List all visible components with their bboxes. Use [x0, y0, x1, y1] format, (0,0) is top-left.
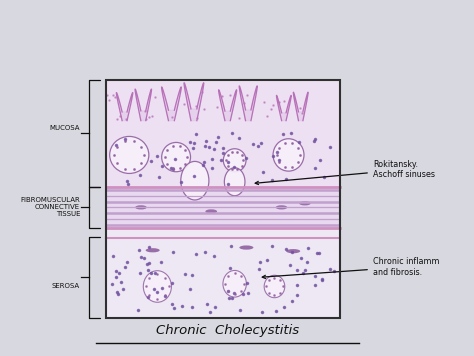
Ellipse shape — [146, 248, 160, 252]
Ellipse shape — [264, 275, 285, 298]
Text: SEROSA: SEROSA — [52, 283, 80, 289]
Bar — [106, 80, 340, 187]
Text: MUCOSA: MUCOSA — [50, 125, 80, 131]
Ellipse shape — [224, 168, 245, 196]
Polygon shape — [117, 93, 133, 121]
Text: Rokitansky.
Aschoff sinuses: Rokitansky. Aschoff sinuses — [255, 160, 435, 184]
Bar — [106, 227, 340, 318]
Ellipse shape — [109, 136, 149, 173]
Ellipse shape — [181, 161, 209, 200]
Ellipse shape — [239, 245, 254, 250]
Polygon shape — [239, 86, 257, 121]
Ellipse shape — [223, 149, 246, 172]
Text: Chronic inflamm
and fibrosis.: Chronic inflamm and fibrosis. — [262, 257, 439, 278]
Ellipse shape — [135, 205, 147, 209]
Polygon shape — [162, 87, 181, 121]
Ellipse shape — [286, 249, 300, 253]
Text: Chronic  Cholecystitis: Chronic Cholecystitis — [156, 324, 299, 337]
Polygon shape — [293, 92, 308, 121]
Bar — [106, 80, 340, 318]
Ellipse shape — [299, 201, 311, 205]
Bar — [106, 187, 340, 227]
Polygon shape — [219, 90, 237, 121]
Ellipse shape — [162, 142, 191, 172]
Polygon shape — [184, 83, 204, 121]
Ellipse shape — [205, 209, 217, 214]
Ellipse shape — [273, 139, 304, 171]
Ellipse shape — [143, 271, 172, 302]
Polygon shape — [135, 89, 152, 121]
Polygon shape — [276, 95, 291, 121]
Ellipse shape — [223, 271, 246, 297]
Ellipse shape — [276, 205, 287, 209]
Text: FIBROMUSCULAR
CONNECTIVE
TISSUE: FIBROMUSCULAR CONNECTIVE TISSUE — [20, 197, 80, 218]
